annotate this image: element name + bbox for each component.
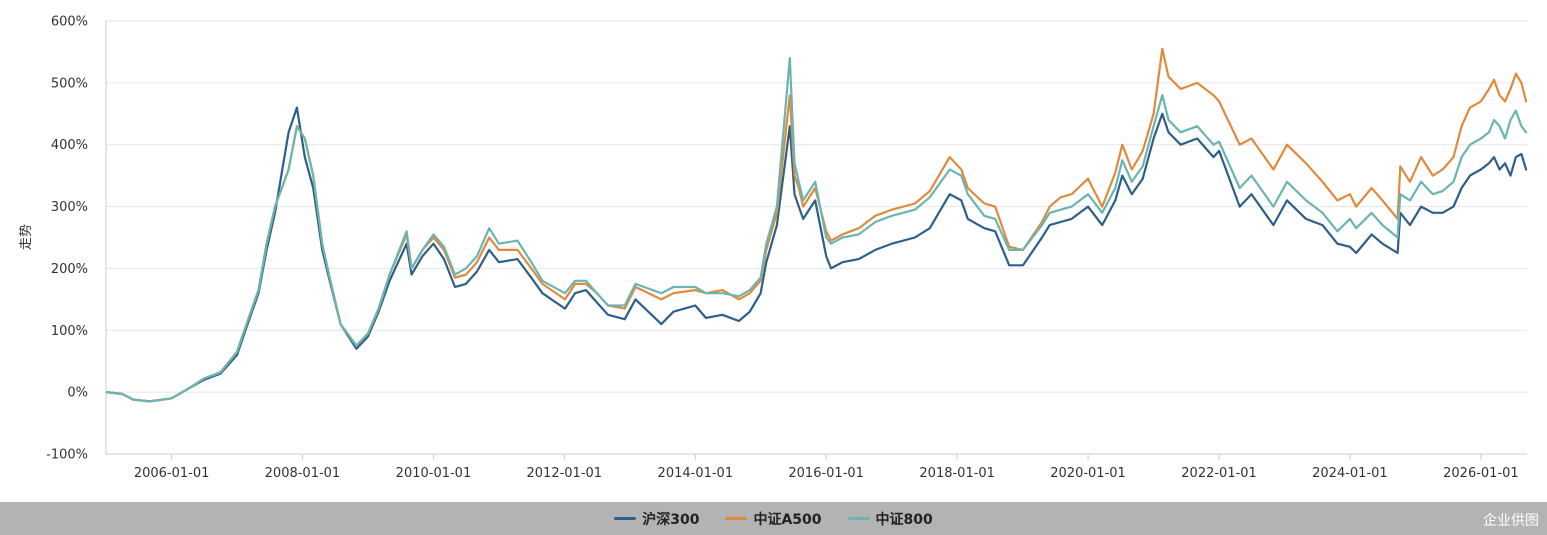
- x-tick-label: 2024-01-01: [1312, 466, 1388, 481]
- y-tick-label: 200%: [51, 262, 88, 277]
- legend-label-a500: 中证A500: [753, 511, 822, 528]
- x-axis: 2006-01-01 2008-01-01 2010-01-01 2012-01-01…: [106, 453, 1527, 481]
- legend-swatch-csi800: [847, 517, 870, 520]
- line-chart: 600% 500% 400% 300% 200% 100% 0% -100% 2006-01-…: [18, 15, 1528, 481]
- x-tick-label: 2006-01-01: [134, 466, 210, 481]
- y-tick-label: 100%: [51, 324, 88, 339]
- series-lines: [105, 47, 1528, 403]
- legend-swatch-hs300: [614, 517, 637, 520]
- x-tick-label: 2018-01-01: [919, 466, 995, 481]
- x-tick-label: 2014-01-01: [658, 466, 734, 481]
- y-axis: 600% 500% 400% 300% 200% 100% 0% -100%: [46, 15, 107, 463]
- y-tick-label: 300%: [51, 200, 88, 215]
- legend-swatch-a500: [725, 517, 748, 520]
- y-tick-label: -100%: [46, 448, 88, 463]
- legend-item-a500[interactable]: 中证A500: [725, 509, 822, 529]
- y-tick-label: 600%: [51, 15, 88, 30]
- x-tick-label: 2022-01-01: [1181, 466, 1257, 481]
- watermark: 企业供图: [1483, 513, 1539, 529]
- legend-label-csi800: 中证800: [875, 511, 933, 528]
- y-tick-label: 400%: [51, 138, 88, 153]
- series-line-0[interactable]: [105, 106, 1528, 403]
- legend-item-csi800[interactable]: 中证800: [847, 509, 933, 529]
- legend-bar: 沪深300 中证A500 中证800 企业供图: [0, 502, 1547, 535]
- x-tick-label: 2020-01-01: [1050, 466, 1126, 481]
- x-tick-label: 2010-01-01: [396, 466, 472, 481]
- y-axis-title: 走势: [18, 224, 34, 250]
- legend-item-hs300[interactable]: 沪深300: [614, 509, 699, 529]
- legend-label-hs300: 沪深300: [642, 511, 700, 528]
- legend: 沪深300 中证A500 中证800: [0, 502, 1547, 535]
- series-line-2[interactable]: [105, 56, 1528, 403]
- grid-lines: [106, 20, 1527, 455]
- x-tick-label: 2016-01-01: [788, 466, 864, 481]
- y-tick-label: 0%: [67, 386, 88, 401]
- x-tick-label: 2026-01-01: [1443, 466, 1519, 481]
- x-tick-label: 2008-01-01: [265, 466, 341, 481]
- y-tick-label: 500%: [51, 76, 88, 91]
- x-tick-label: 2012-01-01: [527, 466, 603, 481]
